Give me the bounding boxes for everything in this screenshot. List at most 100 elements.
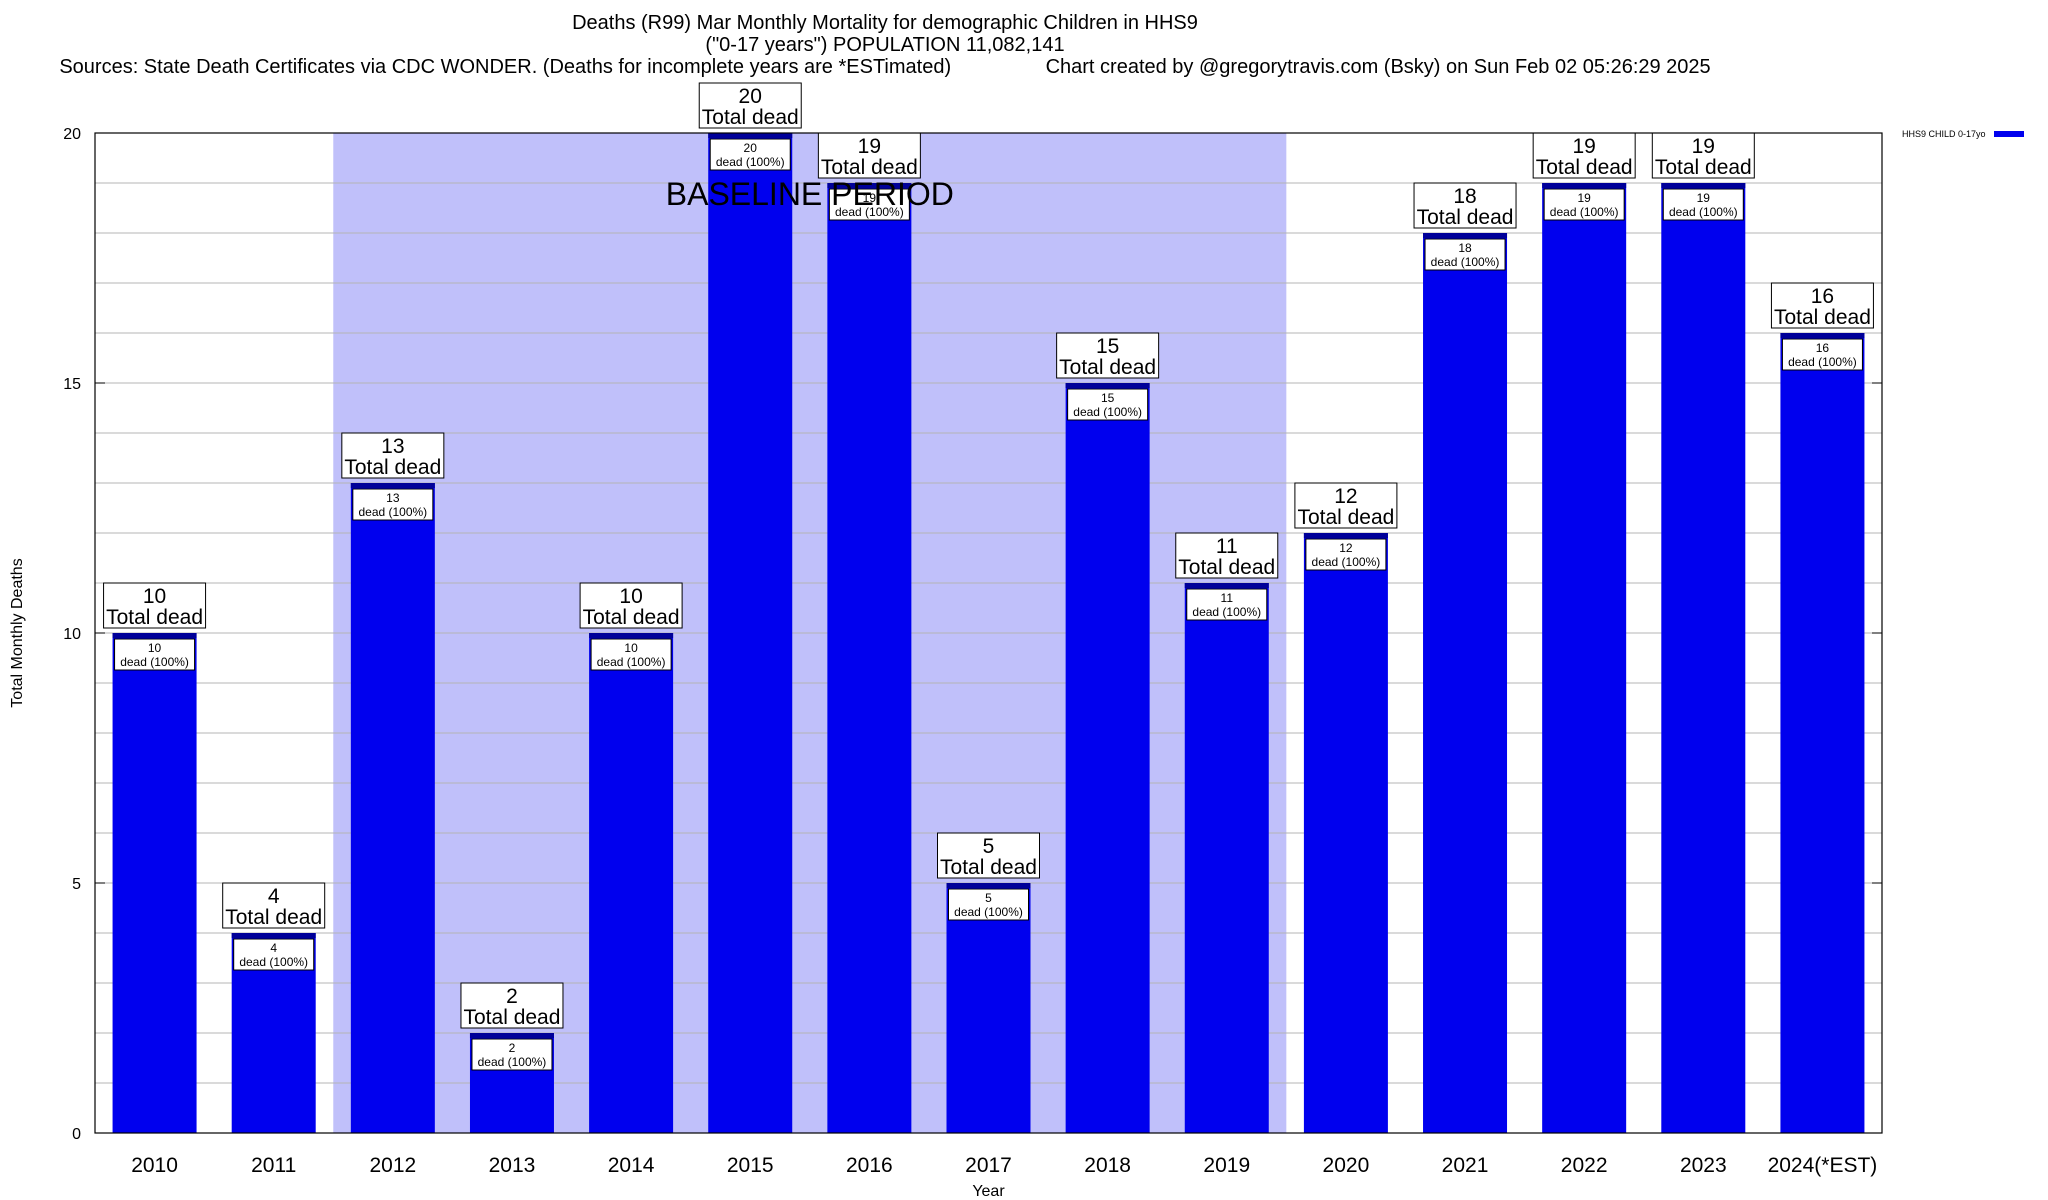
x-tick-label: 2014 [608,1154,655,1177]
bar-cap [1661,183,1746,188]
y-tick-label: 15 [63,376,81,393]
bar-inner-label-value: 19 [1697,191,1711,205]
total-label-value: 4 [268,885,280,908]
bar-inner-label-box [828,188,910,221]
bar-2018 [1065,383,1150,1133]
bar-inner-label-box [1543,188,1625,221]
bar-inner-label-value: 19 [1577,191,1591,205]
bar-inner-label-value: 20 [744,141,758,155]
bar-cap [1303,533,1388,538]
total-label-text: Total dead [464,1006,561,1029]
bar-2020 [1303,533,1388,1133]
bar-inner-label-box [1067,388,1149,421]
x-tick-label: 2015 [727,1154,774,1177]
x-tick-label: 2017 [965,1154,1012,1177]
bar-inner-label-value: 5 [985,891,992,905]
bar-inner-label-value: 13 [386,491,400,505]
chart-title-block: Deaths (R99) Mar Monthly Mortality for d… [0,12,1770,78]
bar-inner-label-value: 4 [270,941,277,955]
total-label-text: Total dead [1774,306,1871,329]
bar-inner-label-text: dead (100%) [835,205,904,219]
x-tick-label: 2019 [1203,1154,1250,1177]
total-label-box [1532,132,1636,179]
total-label-value: 10 [619,585,642,608]
bar-inner-label-text: dead (100%) [954,905,1023,919]
bar-2016 [827,183,912,1133]
bar-inner-label-text: dead (100%) [1788,355,1857,369]
bar-2021 [1423,233,1508,1133]
total-label-text: Total dead [1417,206,1514,229]
bar-inner-label-text: dead (100%) [1312,555,1381,569]
total-label-box [579,582,683,629]
total-label-text: Total dead [1655,156,1752,179]
total-label-value: 11 [1216,535,1238,558]
y-axis-title: Total Monthly Deaths [9,558,26,707]
bar-inner-label-value: 18 [1458,241,1472,255]
total-label-text: Total dead [1297,506,1394,529]
chart-subtitle: ("0-17 years") POPULATION 11,082,141 [705,34,1065,56]
bar-2024(*EST) [1780,333,1865,1133]
x-tick-label: 2020 [1323,1154,1370,1177]
total-label-box [817,132,921,179]
bar-inner-label-value: 12 [1339,541,1353,555]
chart-source-line: Sources: State Death Certificates via CD… [59,56,1711,78]
bar-2023 [1661,183,1746,1133]
y-tick-label: 0 [72,1126,81,1143]
bar-2010 [112,633,197,1133]
total-label-value: 15 [1096,335,1119,358]
total-label-value: 18 [1453,185,1476,208]
x-tick-label: 2010 [131,1154,178,1177]
bar-cap [1184,583,1269,588]
bar-2022 [1542,183,1627,1133]
bar-inner-label-value: 19 [863,191,877,205]
x-tick-label: 2018 [1084,1154,1131,1177]
bar-2019 [1184,583,1269,1133]
total-label-text: Total dead [1536,156,1633,179]
x-tick-label: 2016 [846,1154,893,1177]
total-label-text: Total dead [1178,556,1275,579]
bar-cap [1065,383,1150,388]
chart-title: Deaths (R99) Mar Monthly Mortality for d… [572,12,1198,34]
bar-cap [1542,183,1627,188]
bar-inner-label-value: 2 [509,1041,516,1055]
y-tick-label: 5 [72,876,81,893]
bar-inner-label-box [1305,538,1387,571]
total-label-text: Total dead [821,156,918,179]
total-label-value: 19 [1692,135,1715,158]
bar-inner-label-box [114,638,196,671]
total-label-box [937,832,1040,879]
total-label-value: 10 [143,585,166,608]
bar-inner-label-box [709,138,791,171]
total-label-box [1413,182,1517,229]
bar-cap [350,483,435,488]
total-label-value: 12 [1334,485,1357,508]
bar-inner-label-box [352,488,434,521]
bar-inner-label-box [1781,338,1863,371]
total-label-value: 19 [858,135,881,158]
total-label-text: Total dead [583,606,680,629]
bar-inner-label-text: dead (100%) [716,155,785,169]
bar-cap [946,883,1031,888]
x-tick-label: 2022 [1561,1154,1608,1177]
bar-cap [1423,233,1508,238]
bar-inner-label-box [948,888,1029,921]
total-label-text: Total dead [225,906,322,929]
bar-cap [469,1033,554,1038]
total-label-value: 19 [1572,135,1595,158]
total-label-box [460,982,564,1029]
total-label-text: Total dead [344,456,441,479]
bar-2012 [350,483,435,1133]
total-label-box [1175,532,1279,579]
bar-cap [589,633,674,638]
total-label-box [1294,482,1398,529]
bar-inner-label-text: dead (100%) [1073,405,1142,419]
x-tick-label: 2012 [369,1154,416,1177]
total-label-value: 16 [1811,285,1834,308]
bar-inner-label-box [1424,238,1506,271]
total-label-box [1056,332,1160,379]
bar-inner-label-text: dead (100%) [1550,205,1619,219]
bar-cap [112,633,197,638]
bar-inner-label-value: 11 [1221,591,1234,605]
baseline-label: BASELINE PERIOD [666,176,954,212]
